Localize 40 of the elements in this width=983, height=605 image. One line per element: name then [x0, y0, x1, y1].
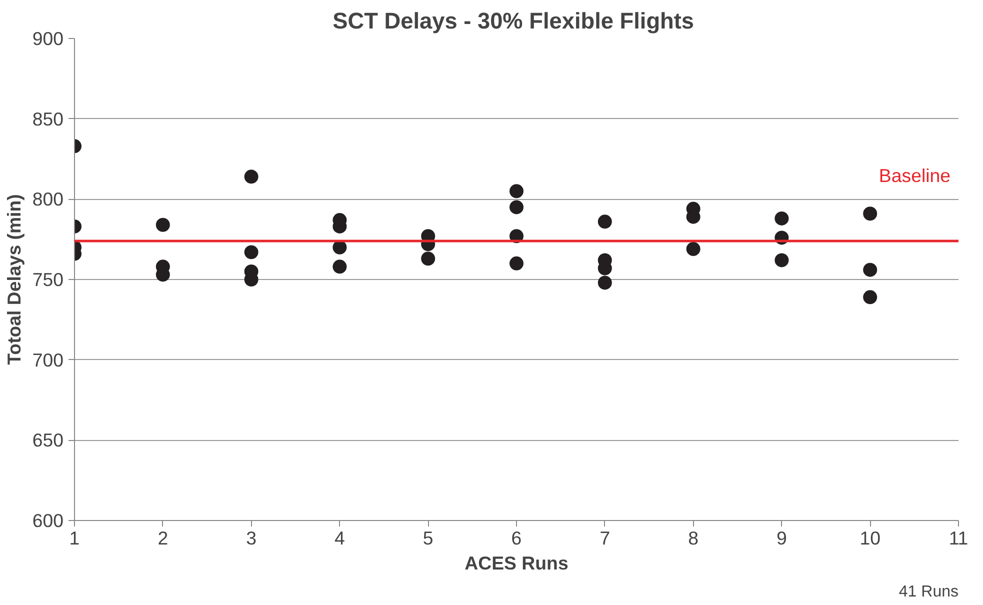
- x-tick-label: 4: [334, 528, 345, 548]
- point: [510, 184, 524, 198]
- point: [332, 240, 347, 254]
- point: [686, 242, 700, 256]
- point: [863, 262, 878, 277]
- point: [863, 290, 878, 304]
- x-axis-title: ACES Runs: [464, 552, 568, 574]
- x-tick-label: 6: [511, 528, 522, 548]
- point: [156, 218, 170, 232]
- x-tick-label: 11: [948, 528, 968, 548]
- x-tick-label: 9: [776, 528, 787, 548]
- point: [510, 200, 524, 214]
- point: [244, 170, 258, 184]
- y-tick-label: 600: [32, 510, 64, 531]
- point: [244, 245, 258, 260]
- point: [863, 206, 878, 221]
- y-tick-label: 700: [32, 349, 64, 370]
- x-tick-label: 5: [422, 528, 434, 548]
- point: [510, 256, 524, 270]
- point: [598, 214, 612, 229]
- point: [598, 276, 612, 290]
- x-tick-label: 1: [69, 528, 80, 548]
- x-tick-label: 10: [860, 528, 880, 548]
- y-axis-title: Totoal Delays (min): [3, 194, 24, 365]
- x-tick-label: 8: [688, 528, 699, 548]
- y-tick-label: 850: [32, 108, 64, 130]
- x-tick-label: 2: [158, 528, 168, 548]
- text: 41 Runs: [898, 584, 958, 600]
- point: [332, 260, 347, 274]
- ref-line-label: Baseline: [878, 164, 951, 186]
- point: [774, 253, 789, 268]
- y-tick-label: 650: [32, 430, 64, 451]
- y-tick-label: 800: [32, 188, 64, 210]
- x-tick-label: 3: [246, 528, 257, 548]
- x-tick-label: 7: [600, 528, 610, 548]
- point: [421, 252, 436, 266]
- chart-title: SCT Delays - 30% Flexible Flights: [332, 8, 694, 34]
- point: [774, 211, 789, 226]
- y-tick-label: 750: [32, 269, 64, 290]
- y-tick-label: 900: [32, 28, 64, 49]
